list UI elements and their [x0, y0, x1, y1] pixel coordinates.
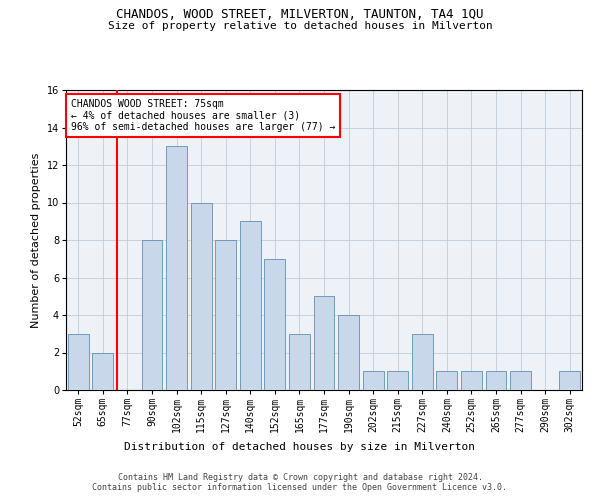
- Bar: [215, 240, 236, 390]
- Bar: [314, 296, 334, 390]
- Bar: [559, 371, 580, 390]
- Bar: [265, 259, 286, 390]
- Y-axis label: Number of detached properties: Number of detached properties: [31, 152, 41, 328]
- Text: Contains HM Land Registry data © Crown copyright and database right 2024.: Contains HM Land Registry data © Crown c…: [118, 472, 482, 482]
- Bar: [436, 371, 457, 390]
- Text: CHANDOS, WOOD STREET, MILVERTON, TAUNTON, TA4 1QU: CHANDOS, WOOD STREET, MILVERTON, TAUNTON…: [116, 8, 484, 20]
- Bar: [412, 334, 433, 390]
- Text: Distribution of detached houses by size in Milverton: Distribution of detached houses by size …: [125, 442, 476, 452]
- Bar: [142, 240, 163, 390]
- Text: Contains public sector information licensed under the Open Government Licence v3: Contains public sector information licen…: [92, 484, 508, 492]
- Bar: [68, 334, 89, 390]
- Text: CHANDOS WOOD STREET: 75sqm
← 4% of detached houses are smaller (3)
96% of semi-d: CHANDOS WOOD STREET: 75sqm ← 4% of detac…: [71, 99, 335, 132]
- Bar: [240, 221, 261, 390]
- Bar: [338, 315, 359, 390]
- Bar: [510, 371, 531, 390]
- Bar: [485, 371, 506, 390]
- Bar: [289, 334, 310, 390]
- Text: Size of property relative to detached houses in Milverton: Size of property relative to detached ho…: [107, 21, 493, 31]
- Bar: [461, 371, 482, 390]
- Bar: [387, 371, 408, 390]
- Bar: [362, 371, 383, 390]
- Bar: [191, 202, 212, 390]
- Bar: [92, 352, 113, 390]
- Bar: [166, 146, 187, 390]
